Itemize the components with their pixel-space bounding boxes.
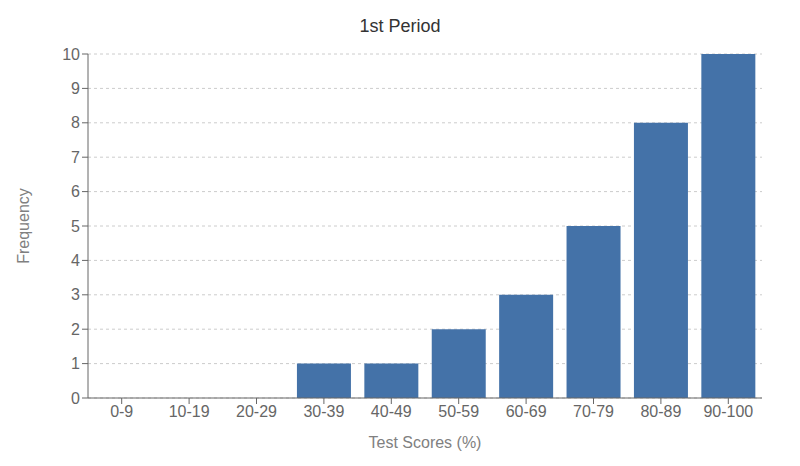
- svg-text:Frequency: Frequency: [15, 188, 32, 264]
- svg-text:90-100: 90-100: [703, 403, 753, 420]
- svg-text:10: 10: [62, 46, 80, 63]
- svg-text:7: 7: [71, 149, 80, 166]
- svg-text:8: 8: [71, 114, 80, 131]
- svg-text:40-49: 40-49: [371, 403, 412, 420]
- svg-text:20-29: 20-29: [236, 403, 277, 420]
- svg-text:30-39: 30-39: [303, 403, 344, 420]
- svg-text:60-69: 60-69: [506, 403, 547, 420]
- svg-text:4: 4: [71, 252, 80, 269]
- svg-text:5: 5: [71, 218, 80, 235]
- svg-text:1: 1: [71, 355, 80, 372]
- svg-text:Test Scores (%): Test Scores (%): [369, 434, 482, 451]
- svg-text:6: 6: [71, 183, 80, 200]
- svg-text:50-59: 50-59: [438, 403, 479, 420]
- svg-text:0: 0: [71, 390, 80, 407]
- html-text:1st Period: 1st Period: [359, 16, 441, 36]
- svg-text:2: 2: [71, 321, 80, 338]
- svg-text:0-9: 0-9: [110, 403, 133, 420]
- svg-text:70-79: 70-79: [573, 403, 614, 420]
- svg-text:10-19: 10-19: [169, 403, 210, 420]
- svg-text:3: 3: [71, 286, 80, 303]
- svg-text:9: 9: [71, 80, 80, 97]
- svg-text:80-89: 80-89: [640, 403, 681, 420]
